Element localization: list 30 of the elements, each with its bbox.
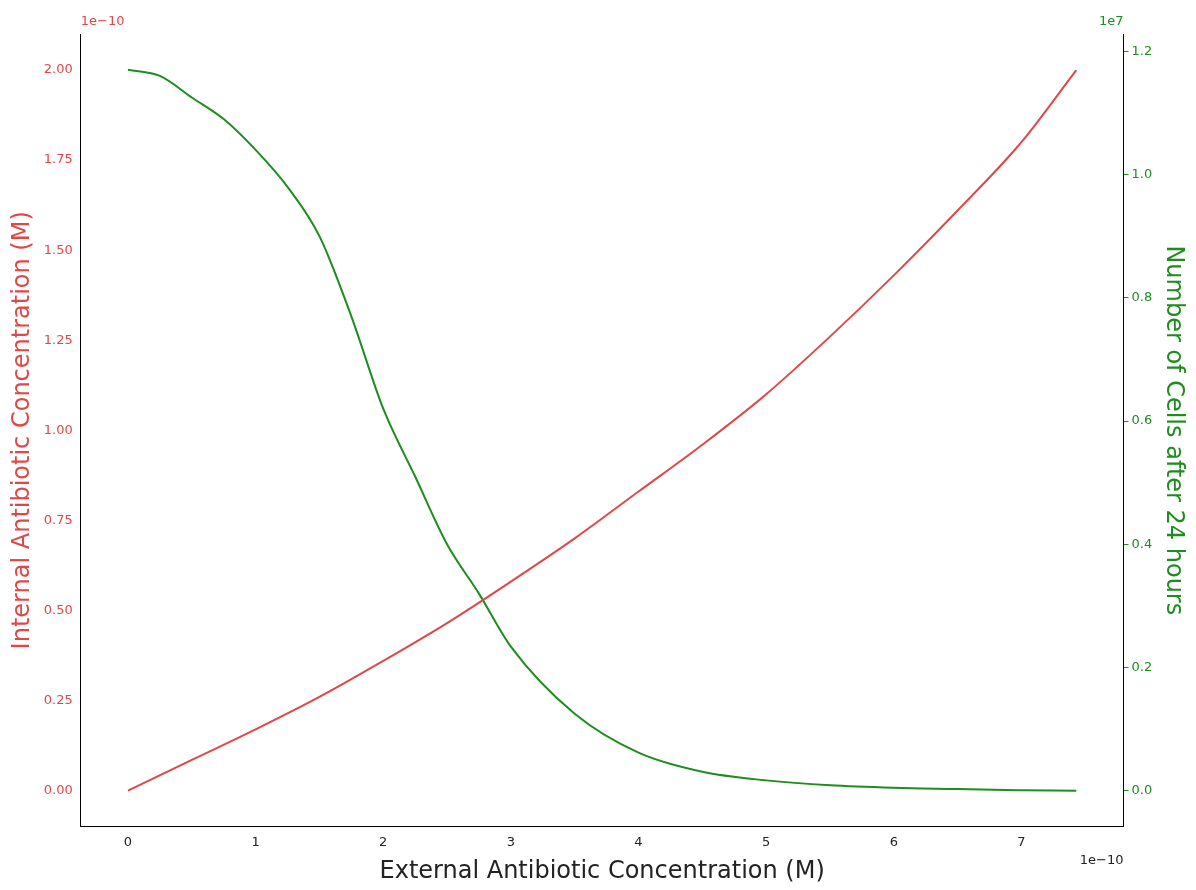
y-tick-label: 1.75	[43, 151, 73, 167]
y2-tick-label: 1.2	[1131, 42, 1153, 58]
text: 1e7	[1098, 12, 1124, 28]
x-tick-label: 3	[506, 833, 516, 849]
y2-tick-label: 0.2	[1131, 658, 1153, 674]
y2-tick-label: 0.8	[1131, 289, 1153, 305]
y-tick-label: 1.25	[43, 331, 73, 347]
y-axis-title: Internal Antibiotic Concentration (M)	[6, 211, 35, 650]
y2-tick-label: 0.6	[1131, 412, 1153, 428]
x-axis-title: External Antibiotic Concentration (M)	[379, 855, 825, 884]
y-tick-label: 1.50	[43, 241, 73, 257]
y-tick-label: 0.25	[43, 691, 73, 707]
y-tick-label: 2.00	[43, 61, 73, 77]
x-tick-label: 6	[889, 833, 898, 849]
x-tick-label: 4	[634, 833, 643, 849]
x-tick-label: 5	[762, 833, 771, 849]
y-tick-label: 0.00	[43, 781, 73, 797]
x-tick-label: 0	[123, 833, 133, 849]
text: 1e−10	[1079, 852, 1124, 868]
y2-tick-label: 1.0	[1131, 165, 1153, 181]
y2-tick-label: 0.4	[1131, 535, 1153, 551]
x-tick-label: 2	[379, 833, 388, 849]
x-tick-label: 1	[251, 833, 260, 849]
y-tick-label: 1.00	[43, 421, 73, 437]
y-tick-label: 0.50	[43, 601, 73, 617]
text: 1e−10	[80, 12, 125, 28]
y2-axis-title: Number of Cells after 24 hours	[1161, 245, 1190, 616]
y2-tick-label: 0.0	[1131, 782, 1153, 798]
y-tick-label: 0.75	[43, 511, 73, 527]
x-tick-label: 7	[1017, 833, 1026, 849]
